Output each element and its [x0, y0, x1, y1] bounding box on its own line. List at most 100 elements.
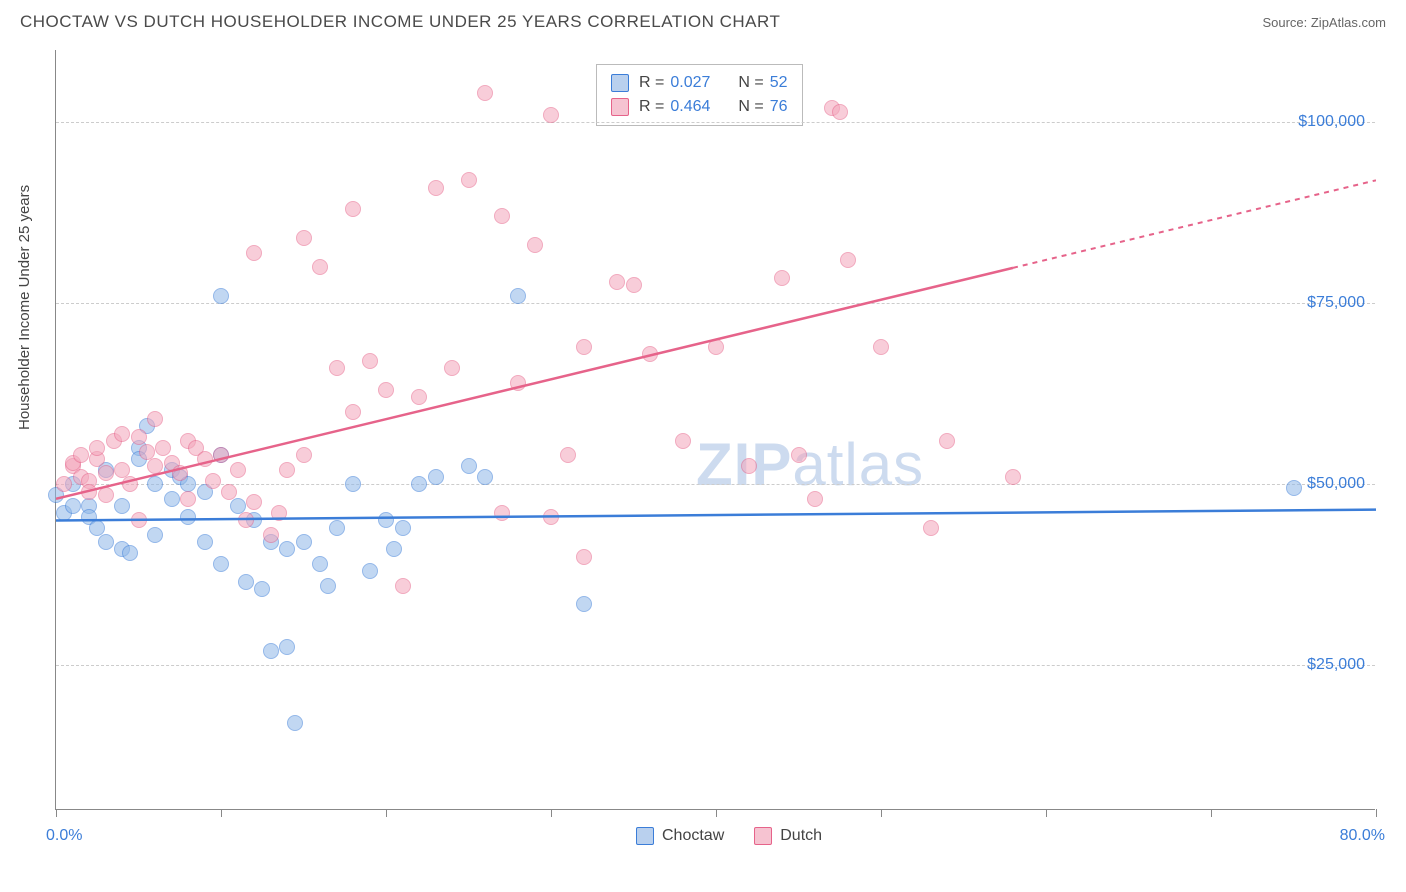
data-point — [873, 339, 889, 355]
data-point — [180, 509, 196, 525]
data-point — [254, 581, 270, 597]
data-point — [1005, 469, 1021, 485]
data-point — [155, 440, 171, 456]
data-point — [386, 541, 402, 557]
data-point — [147, 527, 163, 543]
data-point — [626, 277, 642, 293]
data-point — [560, 447, 576, 463]
y-axis-title: Householder Income Under 25 years — [16, 185, 33, 430]
data-point — [774, 270, 790, 286]
x-tick — [1046, 809, 1047, 817]
data-point — [428, 469, 444, 485]
data-point — [477, 469, 493, 485]
legend-label: Choctaw — [662, 827, 724, 845]
data-point — [329, 360, 345, 376]
chart-title: CHOCTAW VS DUTCH HOUSEHOLDER INCOME UNDE… — [20, 12, 780, 32]
data-point — [345, 201, 361, 217]
data-point — [122, 545, 138, 561]
data-point — [840, 252, 856, 268]
data-point — [576, 596, 592, 612]
data-point — [131, 429, 147, 445]
data-point — [362, 563, 378, 579]
x-tick — [56, 809, 57, 817]
legend-swatch — [611, 98, 629, 116]
y-tick-label: $100,000 — [1298, 113, 1365, 131]
legend-label: Dutch — [780, 827, 822, 845]
legend-row: R =0.027N =52 — [611, 71, 788, 95]
gridline — [56, 303, 1375, 304]
data-point — [320, 578, 336, 594]
legend-swatch — [636, 827, 654, 845]
data-point — [81, 484, 97, 500]
data-point — [378, 512, 394, 528]
data-point — [675, 433, 691, 449]
source-attribution: Source: ZipAtlas.com — [1262, 15, 1386, 30]
data-point — [114, 462, 130, 478]
data-point — [263, 527, 279, 543]
data-point — [89, 520, 105, 536]
data-point — [923, 520, 939, 536]
data-point — [461, 172, 477, 188]
data-point — [543, 107, 559, 123]
x-axis-max-label: 80.0% — [1340, 827, 1385, 845]
data-point — [791, 447, 807, 463]
data-point — [279, 462, 295, 478]
watermark: ZIPatlas — [696, 430, 924, 499]
data-point — [98, 465, 114, 481]
y-tick-label: $50,000 — [1307, 475, 1365, 493]
data-point — [271, 505, 287, 521]
legend-n-value: 76 — [770, 98, 788, 116]
data-point — [221, 484, 237, 500]
data-point — [378, 382, 394, 398]
data-point — [609, 274, 625, 290]
x-tick — [881, 809, 882, 817]
data-point — [238, 512, 254, 528]
legend-r-value: 0.027 — [670, 74, 710, 92]
data-point — [527, 237, 543, 253]
data-point — [131, 512, 147, 528]
legend-r-label: R = — [639, 74, 664, 92]
legend-r-label: R = — [639, 98, 664, 116]
legend-r-value: 0.464 — [670, 98, 710, 116]
data-point — [939, 433, 955, 449]
data-point — [312, 556, 328, 572]
y-tick-label: $75,000 — [1307, 294, 1365, 312]
data-point — [296, 534, 312, 550]
legend-n-value: 52 — [770, 74, 788, 92]
data-point — [510, 375, 526, 391]
data-point — [180, 491, 196, 507]
data-point — [832, 104, 848, 120]
data-point — [73, 447, 89, 463]
data-point — [56, 476, 72, 492]
trend-lines — [56, 50, 1376, 810]
legend-row: R =0.464N =76 — [611, 95, 788, 119]
data-point — [279, 639, 295, 655]
data-point — [263, 643, 279, 659]
data-point — [205, 473, 221, 489]
data-point — [428, 180, 444, 196]
data-point — [395, 520, 411, 536]
data-point — [576, 549, 592, 565]
data-point — [312, 259, 328, 275]
data-point — [147, 411, 163, 427]
data-point — [576, 339, 592, 355]
x-tick — [386, 809, 387, 817]
legend-swatch — [754, 827, 772, 845]
data-point — [411, 476, 427, 492]
data-point — [238, 574, 254, 590]
legend-swatch — [611, 74, 629, 92]
data-point — [164, 491, 180, 507]
x-tick — [1211, 809, 1212, 817]
data-point — [543, 509, 559, 525]
x-tick — [1376, 809, 1377, 817]
data-point — [345, 476, 361, 492]
data-point — [147, 476, 163, 492]
data-point — [98, 534, 114, 550]
legend-item: Dutch — [754, 827, 822, 845]
x-tick — [221, 809, 222, 817]
data-point — [230, 498, 246, 514]
data-point — [444, 360, 460, 376]
data-point — [411, 389, 427, 405]
data-point — [329, 520, 345, 536]
correlation-legend: R =0.027N =52R =0.464N =76 — [596, 64, 803, 126]
